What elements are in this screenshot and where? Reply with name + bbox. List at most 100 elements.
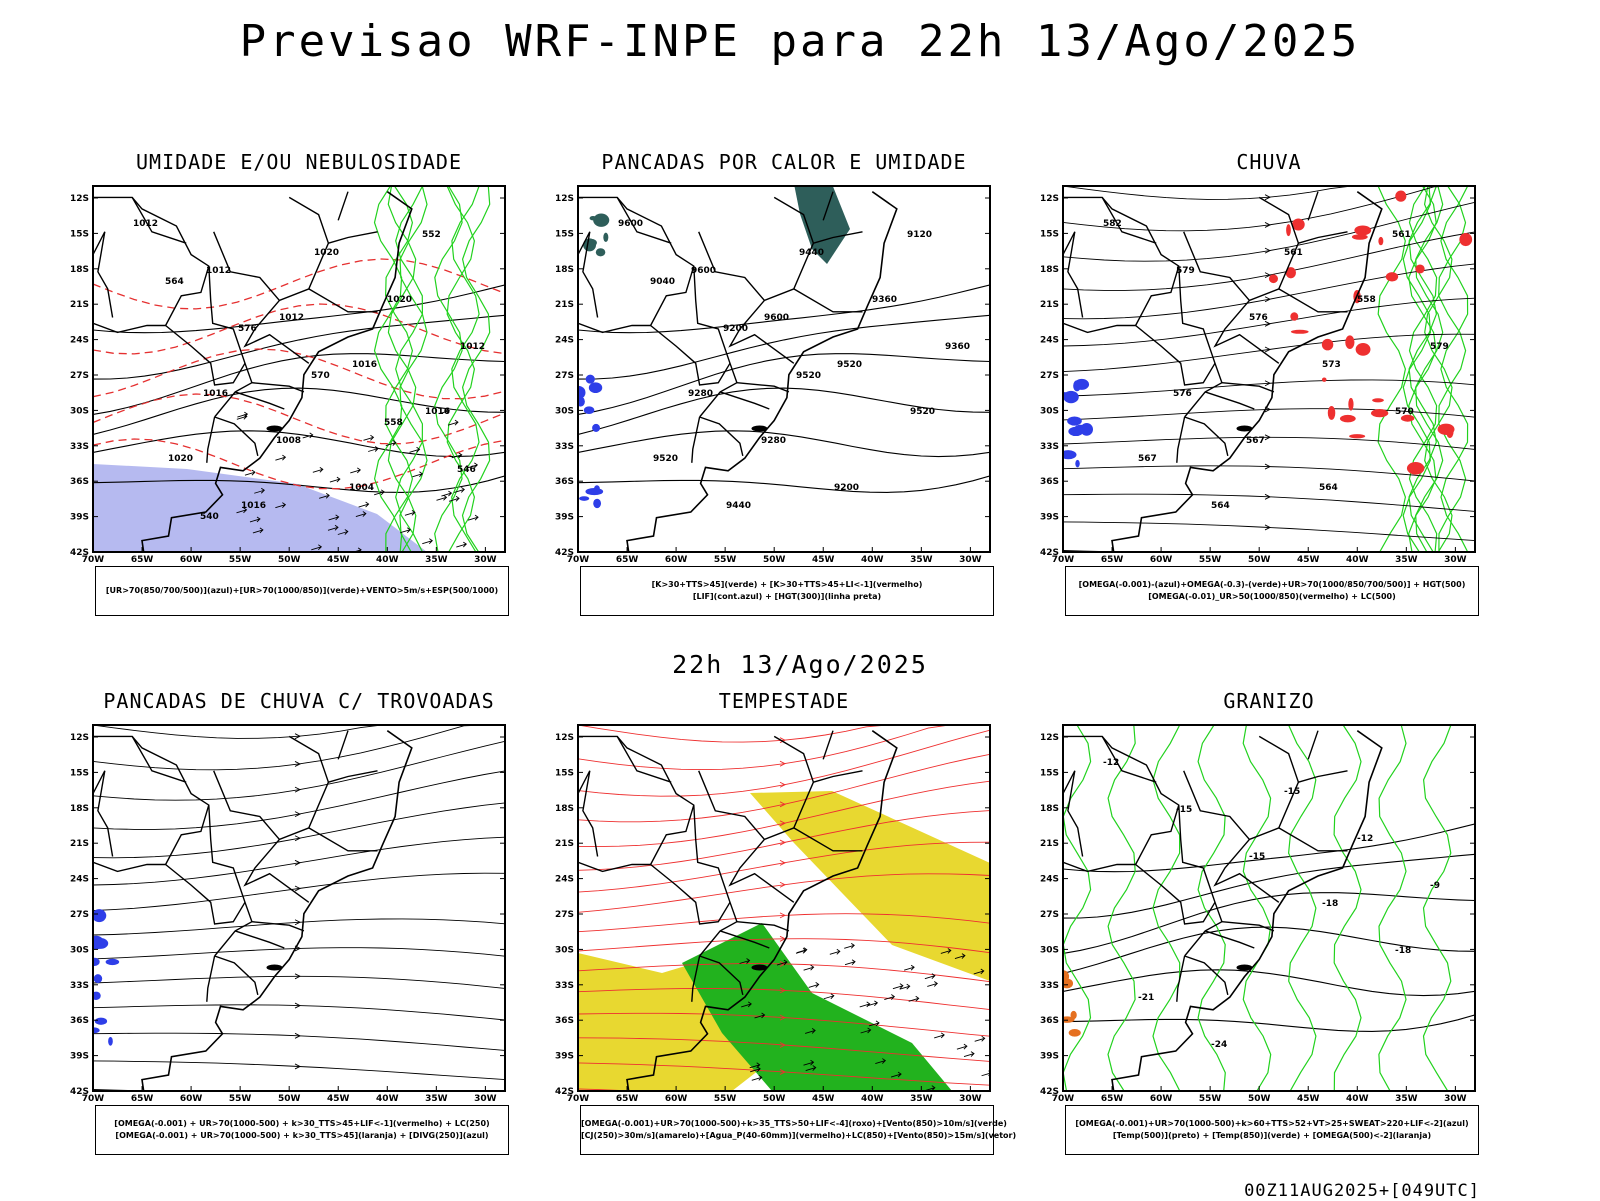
wind-vector xyxy=(319,492,330,499)
lat-tick-label: 42S xyxy=(70,548,89,558)
wind-vector xyxy=(412,471,424,478)
contour-line xyxy=(1063,853,1475,919)
stream-arrow xyxy=(779,1014,787,1021)
contour-label: 9280 xyxy=(688,389,713,399)
lon-tick-label: 60W xyxy=(180,1094,203,1104)
state-border xyxy=(699,416,744,457)
stream-arrow xyxy=(779,1069,787,1075)
map-frame xyxy=(92,724,506,1092)
lat-tick-label: 39S xyxy=(70,513,89,523)
lat-tick-label: 15S xyxy=(70,768,89,778)
wind-vector xyxy=(973,968,985,975)
rh-1000-850-contour xyxy=(1197,725,1226,1091)
divergence-zone xyxy=(578,385,586,400)
legend-line: [OMEGA(-0.001) + UR>70(1000-500) + k>30_… xyxy=(115,1131,489,1140)
contour-label: -21 xyxy=(1138,993,1154,1003)
k-tts-zone xyxy=(794,186,850,264)
stream-arrow xyxy=(294,1002,302,1009)
state-border xyxy=(1213,299,1280,364)
divergence-zone xyxy=(585,488,604,496)
wind-vector xyxy=(844,942,855,949)
state-border xyxy=(93,770,106,794)
lat-tick-label: 33S xyxy=(1040,981,1059,991)
contour-line xyxy=(93,430,505,458)
state-border xyxy=(822,191,834,221)
contour-label: 570 xyxy=(1395,407,1414,417)
state-border xyxy=(1204,391,1255,410)
lat-tick-label: 36S xyxy=(1040,477,1059,487)
thickness-contour xyxy=(93,303,505,355)
panel-legend: [OMEGA(-0.001)-(azul)+OMEGA(-0.3)-(verde… xyxy=(1065,566,1479,616)
state-border xyxy=(1204,930,1255,949)
divergence-zone xyxy=(1075,459,1080,468)
lat-tick-label: 15S xyxy=(555,229,574,239)
divergence-zone xyxy=(1067,416,1082,426)
lon-tick-label: 45W xyxy=(1297,555,1320,565)
state-border xyxy=(243,299,310,364)
state-border xyxy=(1183,196,1300,302)
contour-label: 564 xyxy=(1319,483,1338,493)
state-border xyxy=(698,735,815,841)
contour-label: 9520 xyxy=(796,371,821,381)
state-border xyxy=(578,322,651,334)
map-svg: -12 -15 -15 -18 -18 -21 -24 -15 -12 -9 12S 15S 18S 21… xyxy=(1040,724,1476,1104)
lat-tick-label: 36S xyxy=(555,477,574,487)
wind-vector xyxy=(890,1071,902,1078)
wind-vector xyxy=(236,507,248,514)
state-border xyxy=(164,265,210,326)
divergence-zone xyxy=(93,909,107,923)
stream-arrow xyxy=(1264,194,1272,201)
contour-line xyxy=(1063,823,1475,873)
omega-rh-zone xyxy=(1290,329,1309,334)
legend-line: [OMEGA(-0.001)-(azul)+OMEGA(-0.3)-(verde… xyxy=(1078,580,1466,589)
lon-tick-label: 55W xyxy=(1199,1094,1222,1104)
wind-vector xyxy=(899,983,911,990)
k-tts-zone xyxy=(595,248,606,257)
omega-rh-zone xyxy=(1395,190,1407,202)
contour-line xyxy=(578,353,990,415)
lon-tick-label: 70W xyxy=(82,1094,105,1104)
wind-vector xyxy=(808,982,820,988)
state-border xyxy=(206,955,216,1002)
state-border xyxy=(234,930,285,949)
wind-vector xyxy=(754,1012,766,1019)
state-border xyxy=(328,231,378,244)
panel-title: CHUVA xyxy=(1236,150,1302,174)
map-svg: 9600 9600 9600 9520 9520 9520 9440 9440 9360 9360… xyxy=(555,185,991,565)
panel-title: PANCADAS DE CHUVA C/ TROVOADAS xyxy=(103,689,495,713)
map-frame xyxy=(577,185,991,553)
lagoon-shape xyxy=(1236,964,1253,971)
state-border xyxy=(337,730,349,760)
contour-label: 564 xyxy=(165,277,184,287)
omega-rh-zone xyxy=(1285,267,1296,279)
lagoon-shape xyxy=(266,425,283,432)
state-border xyxy=(1101,736,1157,783)
lat-tick-label: 30S xyxy=(70,945,89,955)
stream-arrow xyxy=(294,786,302,793)
omega-rh-zone xyxy=(1355,342,1371,356)
wind-vector xyxy=(805,1065,817,1071)
omega-rh-zone xyxy=(1385,272,1399,282)
state-border xyxy=(719,930,770,949)
divergence-zone xyxy=(93,1027,100,1034)
divergence-zone xyxy=(593,498,602,509)
omega-rh-zone xyxy=(1354,225,1372,236)
lon-tick-label: 30W xyxy=(474,555,497,565)
lat-tick-label: 42S xyxy=(1040,548,1059,558)
state-border xyxy=(1063,861,1136,873)
divergence-zone xyxy=(1073,380,1081,392)
wind-vector xyxy=(350,467,361,474)
lat-tick-label: 33S xyxy=(70,981,89,991)
divergence-zone xyxy=(94,1017,108,1025)
state-border xyxy=(1176,955,1186,1002)
lon-tick-label: 40W xyxy=(1346,555,1369,565)
rh-1000-850-contour xyxy=(434,186,463,552)
wind-vector xyxy=(803,964,815,971)
contour-label: 576 xyxy=(1249,313,1268,323)
lat-tick-label: 24S xyxy=(1040,875,1059,885)
map-frame xyxy=(1062,185,1476,553)
lat-tick-label: 30S xyxy=(1040,406,1059,416)
lat-tick-label: 39S xyxy=(1040,513,1059,523)
stream-arrow xyxy=(779,737,787,744)
contour-label: 1012 xyxy=(460,342,485,352)
